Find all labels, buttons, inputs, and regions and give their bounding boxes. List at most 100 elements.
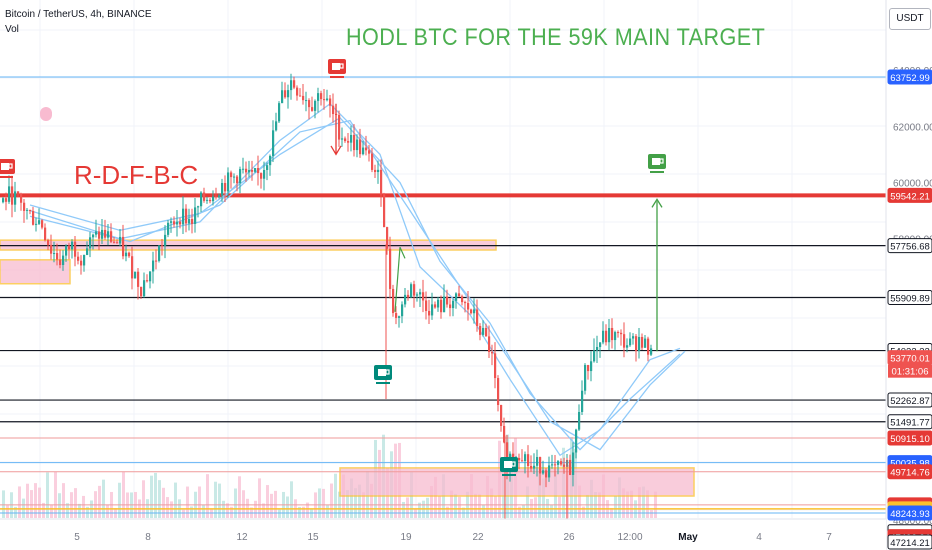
volume-bar	[58, 493, 61, 518]
price-axis[interactable]: 68000.0064000.0062000.0060000.0058000.00…	[885, 0, 932, 550]
candle-body	[590, 361, 593, 372]
volume-bar	[482, 504, 485, 518]
candle-body	[128, 252, 131, 257]
price-level-label: 49714.76	[890, 468, 930, 479]
candle-body	[506, 442, 509, 470]
candle-body	[548, 465, 551, 478]
candle-body	[488, 336, 491, 353]
candle-body	[560, 461, 563, 465]
time-axis[interactable]: 5 8 12 15 19 22 26 12:00 May 4 7	[0, 518, 886, 550]
chart-headline: HODL BTC FOR THE 59K MAIN TARGET	[346, 24, 766, 51]
candle-body	[611, 327, 614, 341]
candle-body	[443, 296, 446, 313]
volume-bar	[186, 486, 189, 518]
candle-body	[482, 327, 485, 335]
candle-body	[563, 464, 566, 467]
candle-body	[446, 296, 449, 305]
candle-body	[20, 193, 23, 203]
candle-body	[440, 299, 443, 313]
candle-body	[71, 241, 74, 250]
time-tick-label: 12:00	[617, 532, 642, 543]
candle-body	[317, 93, 320, 101]
candle-body	[26, 209, 29, 211]
symbol-title[interactable]: Bitcoin / TetherUS, 4h, BINANCE	[5, 9, 152, 20]
candle-body	[44, 227, 47, 241]
volume-bar	[202, 504, 205, 518]
candle-body	[167, 222, 170, 235]
volume-bar	[494, 496, 497, 518]
volume-bar	[354, 488, 357, 518]
candle-body	[395, 313, 398, 318]
time-tick-label: 26	[563, 532, 575, 543]
candle-body	[545, 470, 548, 478]
volume-bar	[278, 509, 281, 518]
candle-body	[380, 169, 383, 195]
candle-body	[308, 100, 311, 108]
candle-body	[239, 169, 242, 184]
countdown-badge	[888, 364, 932, 378]
candle-body	[647, 338, 650, 355]
candle-body	[197, 206, 200, 208]
candle-body	[638, 336, 641, 352]
candle-body	[626, 345, 629, 348]
volume-bar	[622, 488, 625, 518]
volume-bar	[450, 490, 453, 518]
candle-body	[494, 353, 497, 379]
candle-body	[131, 256, 134, 279]
candle-body	[602, 330, 605, 343]
candle-body	[95, 231, 98, 235]
volume-bar	[122, 471, 125, 518]
volume-bar	[650, 509, 653, 518]
volume-bar	[142, 480, 145, 518]
volume-bar	[542, 478, 545, 518]
volume-bar	[2, 490, 5, 518]
candle-body	[491, 352, 494, 354]
candle-body	[392, 288, 395, 314]
currency-button[interactable]: USDT	[889, 8, 931, 30]
candle-body	[629, 338, 632, 346]
candle-body	[350, 134, 353, 143]
candle-body	[596, 347, 599, 351]
price-level-label: 47214.21	[890, 538, 930, 549]
time-tick-label: 5	[74, 532, 80, 543]
volume-indicator-label[interactable]: Vol	[5, 24, 19, 35]
candle-body	[290, 80, 293, 91]
volume-bar	[234, 488, 237, 518]
candle-body	[512, 453, 515, 460]
candle-body	[641, 336, 644, 348]
volume-bar	[614, 496, 617, 518]
candle-body	[224, 183, 227, 192]
candle-body	[428, 310, 431, 316]
candle-body	[254, 168, 257, 172]
down-arrow	[330, 103, 342, 156]
candle-body	[176, 221, 179, 225]
candle-body	[461, 296, 464, 303]
candle-body	[332, 105, 335, 115]
volume-bar	[646, 490, 649, 518]
volume-bar	[82, 495, 85, 518]
volume-bar	[238, 476, 241, 518]
candle-body	[476, 309, 479, 326]
candle-body	[452, 300, 455, 309]
volume-bar	[190, 506, 193, 518]
candle-body	[320, 93, 323, 100]
coffee-cup-icon	[0, 159, 15, 178]
time-tick-label: 22	[472, 532, 484, 543]
candle-body	[404, 294, 407, 305]
candle-body	[305, 100, 308, 102]
candle-body	[236, 176, 239, 184]
candle-body	[200, 192, 203, 207]
candle-body	[146, 280, 149, 282]
candle-body	[557, 461, 560, 465]
volume-bar	[34, 483, 37, 518]
volume-bar	[6, 505, 9, 518]
price-level-badge	[887, 534, 932, 550]
candle-body	[65, 245, 68, 256]
volume-bar	[638, 487, 641, 518]
candle-body	[281, 90, 284, 104]
candle-body	[410, 284, 413, 298]
candle-body	[551, 464, 554, 466]
candle-body	[341, 138, 344, 140]
candle-body	[203, 192, 206, 201]
